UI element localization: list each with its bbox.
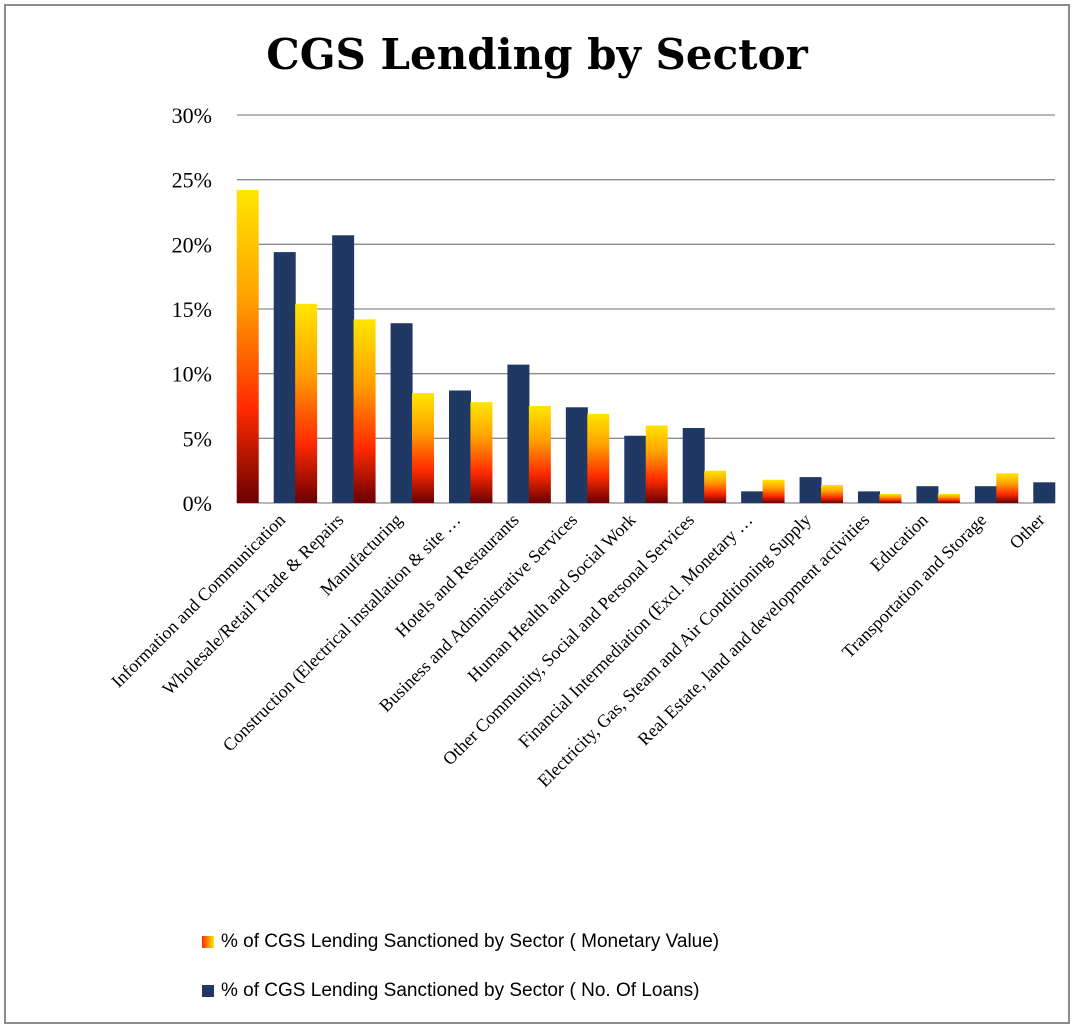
bar-no-of-loans: [916, 486, 939, 503]
bar-monetary-value: [528, 406, 551, 503]
bar-no-of-loans: [974, 486, 997, 503]
bar-no-of-loans: [273, 252, 296, 503]
bar-monetary-value: [996, 473, 1019, 503]
bar-monetary-value: [470, 402, 493, 503]
bars: [236, 190, 1056, 503]
bar-monetary-value: [236, 190, 259, 503]
legend-label-monetary-value: % of CGS Lending Sanctioned by Sector ( …: [221, 931, 720, 952]
bar-no-of-loans: [390, 323, 413, 503]
legend-label-no-of-loans: % of CGS Lending Sanctioned by Sector ( …: [221, 980, 700, 1001]
y-tick-label: 10%: [172, 362, 212, 387]
legend-swatch-no-of-loans: [202, 985, 214, 997]
bar-monetary-value: [704, 470, 727, 503]
bar-no-of-loans: [858, 491, 880, 503]
bar-monetary-value: [587, 413, 610, 503]
y-tick-label: 0%: [183, 491, 212, 516]
bar-no-of-loans: [449, 390, 471, 503]
bar-monetary-value: [353, 319, 376, 503]
bar-no-of-loans: [624, 435, 647, 503]
x-category-label: Electricity, Gas, Steam and Air Conditio…: [534, 510, 815, 791]
bar-no-of-loans: [741, 491, 764, 503]
bar-monetary-value: [879, 493, 902, 503]
bar-monetary-value: [645, 425, 668, 503]
x-axis-labels: Information and CommunicationWholesale/R…: [107, 510, 1048, 791]
y-tick-label: 15%: [172, 297, 212, 322]
legend-swatch-monetary-value: [202, 936, 214, 948]
legend-item-no-of-loans: % of CGS Lending Sanctioned by Sector ( …: [202, 979, 699, 1003]
bar-no-of-loans: [507, 364, 530, 503]
bar-monetary-value: [762, 479, 785, 503]
y-tick-label: 20%: [172, 232, 212, 257]
y-tick-label: 30%: [172, 103, 212, 128]
bar-monetary-value: [412, 393, 434, 503]
chart-frame: [4, 4, 1070, 1024]
bar-monetary-value: [821, 484, 843, 503]
y-tick-label: 25%: [172, 168, 212, 193]
bar-no-of-loans: [1033, 482, 1056, 503]
bar-no-of-loans: [799, 477, 822, 503]
legend-item-monetary-value: % of CGS Lending Sanctioned by Sector ( …: [202, 930, 719, 954]
bar-no-of-loans: [682, 427, 705, 503]
bar-monetary-value: [937, 493, 960, 503]
y-tick-label: 5%: [183, 426, 212, 451]
y-axis-ticks: 0% 5% 10% 15% 20% 25% 30%: [172, 103, 212, 516]
chart-title: CGS Lending by Sector: [266, 30, 808, 79]
bar-no-of-loans: [565, 407, 588, 503]
bar-no-of-loans: [332, 235, 355, 503]
x-category-label: Other: [1005, 510, 1048, 553]
bar-monetary-value: [295, 303, 318, 503]
